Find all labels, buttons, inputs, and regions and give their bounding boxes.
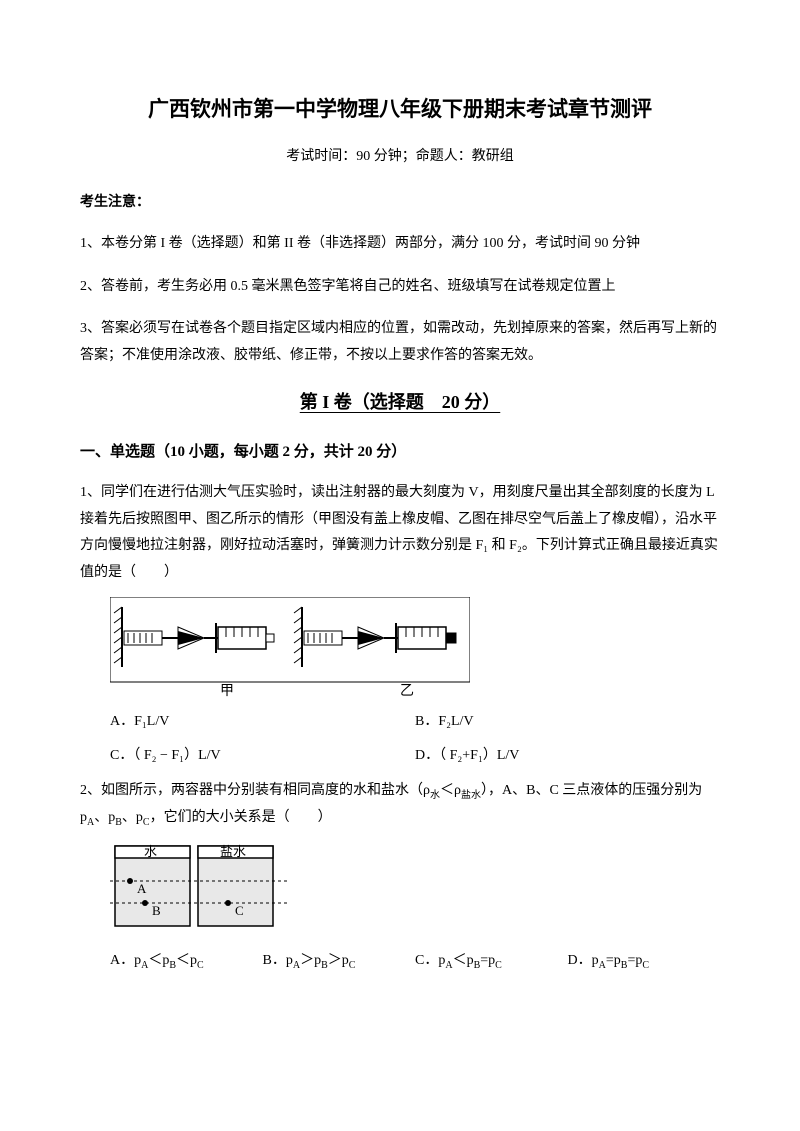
q2-optD: D．pA=pB=pC [568,948,721,975]
q1-optA: A．F₁L/V [110,709,415,736]
q1-optB: B．F₂L/V [415,709,720,736]
notice-3: 3、答案必须写在试卷各个题目指定区域内相应的位置，如需改动，先划掉原来的答案，然… [80,316,720,369]
q1-options-row2: C．（ F₂ − F₁）L/V D．（ F₂+F₁）L/V [110,743,720,770]
q1-optC: C．（ F₂ − F₁）L/V [110,743,415,770]
q1-fig-label-r: 乙 [400,683,414,697]
q1-optD: D．（ F₂+F₁）L/V [415,743,720,770]
svg-text:B: B [152,903,161,918]
svg-text:水: 水 [144,844,157,859]
q1-fig-label-l: 甲 [220,684,234,697]
q1-text: 1、同学们在进行估测大气压实验时，读出注射器的最大刻度为 V，用刻度尺量出其全部… [80,480,720,586]
subsection-1: 一、单选题（10 小题，每小题 2 分，共计 20 分） [80,438,720,467]
q1-options-row1: A．F₁L/V B．F₂L/V [110,709,720,736]
q1-figure: 甲 乙 [110,597,720,697]
notice-header: 考生注意： [80,190,720,217]
page-title: 广西钦州市第一中学物理八年级下册期末考试章节测评 [80,90,720,130]
svg-text:盐水: 盐水 [220,844,246,859]
svg-text:C: C [235,903,244,918]
q2-text: 2、如图所示，两容器中分别装有相同高度的水和盐水（ρ水＜ρ盐水），A、B、C 三… [80,778,720,832]
notice-1: 1、本卷分第 I 卷（选择题）和第 II 卷（非选择题）两部分，满分 100 分… [80,231,720,258]
q2-figure: 水 盐水 A B C [110,841,720,936]
svg-text:A: A [137,881,147,896]
notice-2: 2、答卷前，考生务必用 0.5 毫米黑色签字笔将自己的姓名、班级填写在试卷规定位… [80,274,720,301]
q2-optB: B．pA＞pB＞pC [263,948,416,975]
page-subtitle: 考试时间：90 分钟；命题人：教研组 [80,144,720,171]
q2-optC: C．pA＜pB=pC [415,948,568,975]
q2-optA: A．pA＜pB＜pC [110,948,263,975]
q2-options: A．pA＜pB＜pC B．pA＞pB＞pC C．pA＜pB=pC D．pA=pB… [110,948,720,975]
section-1-title: 第 I 卷（选择题 20 分） [80,385,720,419]
